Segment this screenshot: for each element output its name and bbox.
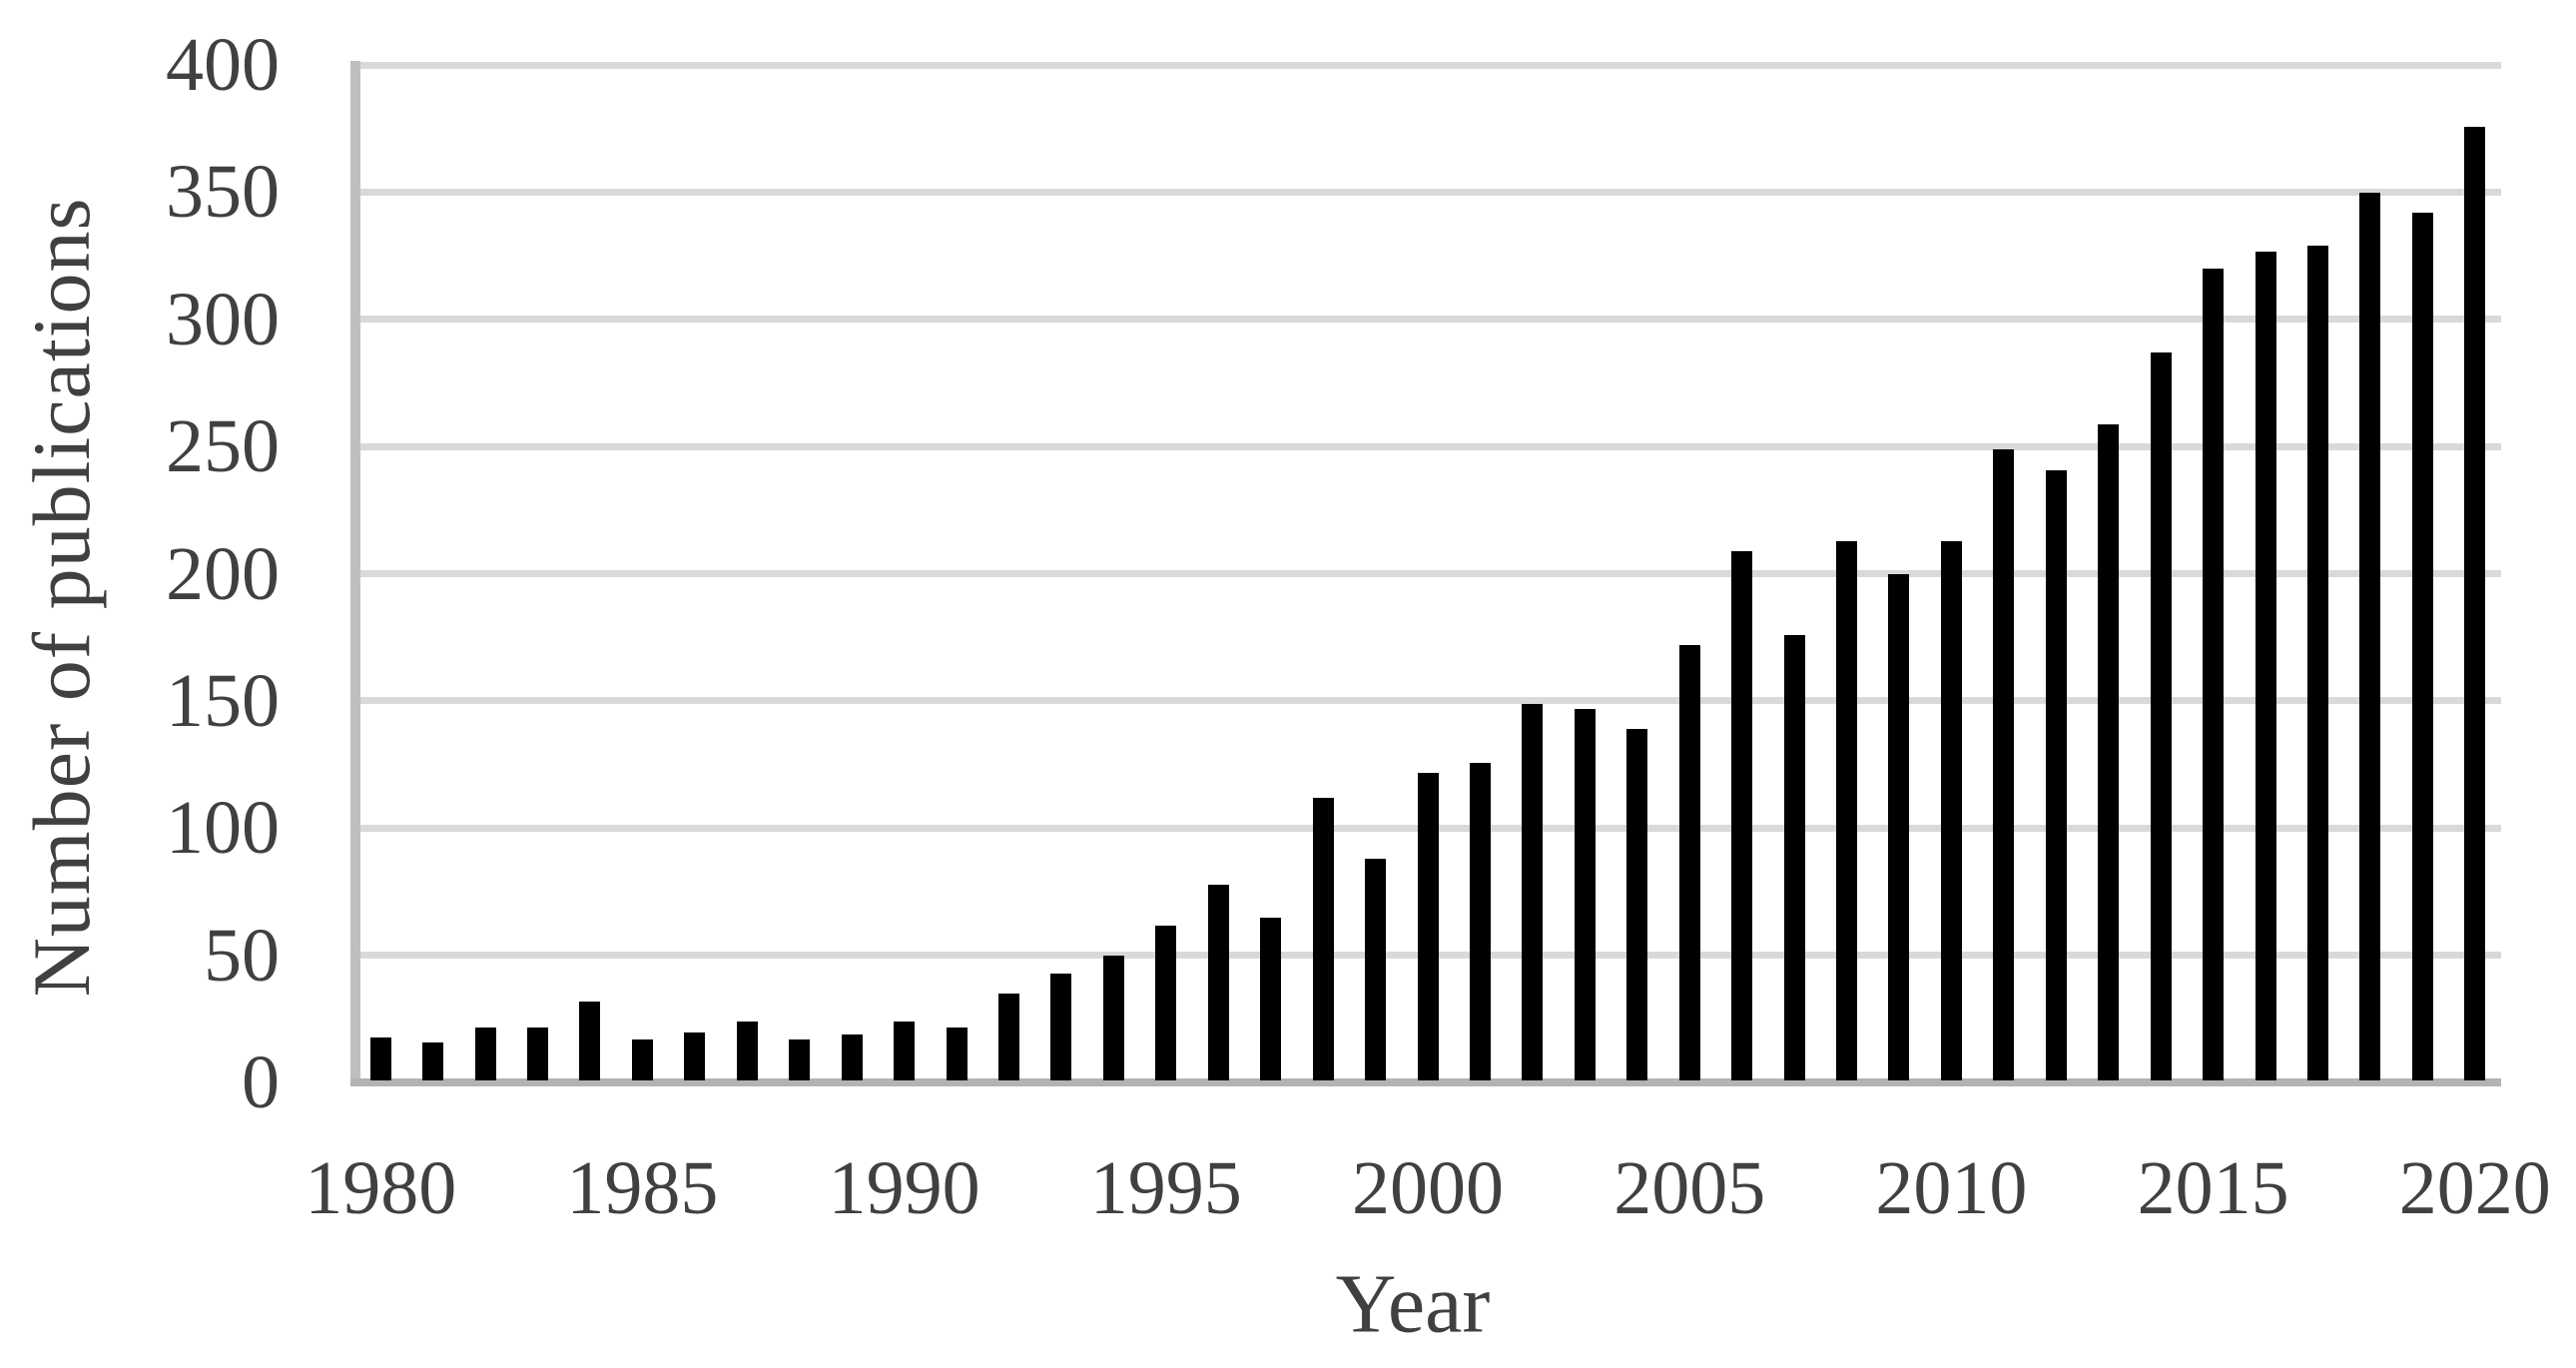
bar-2009 — [1888, 574, 1910, 1080]
bar-1987 — [736, 1022, 758, 1080]
y-tick-label-50: 50 — [204, 913, 280, 998]
bar-2008 — [1836, 540, 1857, 1080]
bar-1989 — [841, 1034, 863, 1080]
x-axis-title: Year — [1335, 1257, 1491, 1351]
y-tick-label-0: 0 — [242, 1040, 280, 1124]
bar-2002 — [1522, 703, 1544, 1080]
gridline-250 — [354, 442, 2501, 450]
bar-2015 — [2203, 269, 2225, 1080]
bar-2005 — [1678, 645, 1700, 1080]
bar-1985 — [631, 1039, 653, 1080]
bar-2019 — [2411, 213, 2433, 1080]
x-tick-label-2015: 2015 — [2137, 1146, 2289, 1230]
bar-2018 — [2359, 192, 2381, 1080]
x-tick-label-1980: 1980 — [305, 1146, 457, 1230]
bar-2014 — [2150, 352, 2172, 1080]
y-tick-label-150: 150 — [166, 658, 280, 743]
bar-2012 — [2045, 469, 2067, 1080]
bar-1998 — [1312, 798, 1334, 1080]
y-tick-label-250: 250 — [166, 404, 280, 489]
bar-1994 — [1102, 956, 1124, 1080]
bar-2006 — [1731, 551, 1753, 1080]
gridline-350 — [354, 188, 2501, 196]
x-tick-label-2005: 2005 — [1613, 1146, 1766, 1230]
x-axis-line — [350, 1078, 2501, 1086]
bar-2000 — [1417, 772, 1439, 1080]
x-tick-label-2020: 2020 — [2398, 1146, 2551, 1230]
bar-2016 — [2254, 251, 2276, 1080]
bar-1999 — [1365, 859, 1387, 1080]
bar-1980 — [369, 1036, 391, 1080]
bar-2020 — [2464, 126, 2486, 1080]
bar-2010 — [1940, 540, 1962, 1080]
x-tick-label-1985: 1985 — [566, 1146, 719, 1230]
bar-1984 — [579, 1002, 601, 1080]
gridline-400 — [354, 61, 2501, 69]
y-tick-label-350: 350 — [166, 150, 280, 235]
x-tick-label-1995: 1995 — [1089, 1146, 1242, 1230]
bar-1991 — [946, 1026, 967, 1080]
bar-2007 — [1783, 635, 1805, 1080]
gridline-200 — [354, 570, 2501, 577]
bar-1990 — [894, 1022, 916, 1080]
bar-1997 — [1260, 917, 1282, 1080]
y-tick-label-400: 400 — [166, 23, 280, 107]
bar-1986 — [684, 1031, 706, 1080]
bar-2011 — [1993, 449, 2015, 1080]
bar-2017 — [2306, 246, 2328, 1080]
y-axis-line — [350, 61, 360, 1086]
bar-2001 — [1469, 762, 1491, 1080]
x-tick-label-2010: 2010 — [1875, 1146, 2028, 1230]
bar-2003 — [1574, 709, 1596, 1080]
x-tick-label-2000: 2000 — [1352, 1146, 1504, 1230]
y-tick-label-300: 300 — [166, 277, 280, 361]
x-tick-label-1990: 1990 — [828, 1146, 980, 1230]
y-tick-label-100: 100 — [166, 786, 280, 871]
bar-1993 — [1050, 974, 1072, 1080]
bar-1992 — [997, 994, 1019, 1080]
bar-1988 — [789, 1039, 811, 1080]
y-tick-label-200: 200 — [166, 531, 280, 616]
gridline-300 — [354, 316, 2501, 324]
bar-1982 — [474, 1026, 496, 1080]
bar-1983 — [527, 1026, 549, 1080]
bar-1981 — [422, 1041, 444, 1080]
bar-2004 — [1626, 729, 1648, 1080]
gridline-150 — [354, 697, 2501, 705]
bar-2013 — [2098, 423, 2120, 1080]
bar-1996 — [1207, 884, 1229, 1080]
bar-1995 — [1155, 925, 1177, 1080]
